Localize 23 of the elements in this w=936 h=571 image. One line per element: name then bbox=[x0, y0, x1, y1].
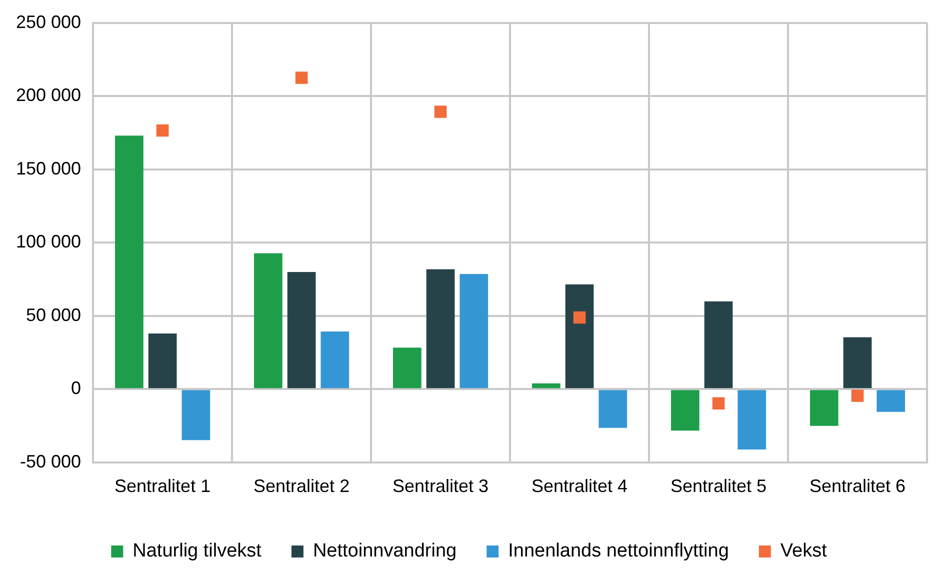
x-tick-label: Sentralitet 5 bbox=[670, 476, 767, 496]
x-tick-label: Sentralitet 6 bbox=[809, 476, 906, 496]
legend-label: Nettoinnvandring bbox=[312, 540, 457, 562]
point bbox=[712, 397, 725, 410]
y-tick-label: 200 000 bbox=[16, 85, 82, 106]
y-tick-label: 100 000 bbox=[16, 232, 82, 252]
legend-label: Naturlig tilvekst bbox=[132, 540, 262, 562]
legend-label: Innenlands nettoinnflytting bbox=[508, 540, 729, 562]
point bbox=[156, 124, 169, 137]
x-tick-label: Sentralitet 1 bbox=[114, 476, 211, 496]
y-tick-label: 250 000 bbox=[16, 12, 82, 32]
y-tick-label: 0 bbox=[71, 378, 82, 398]
x-tick-label: Sentralitet 2 bbox=[254, 476, 350, 496]
x-tick-label: Sentralitet 3 bbox=[392, 476, 489, 496]
x-tick-label: Sentralitet 4 bbox=[531, 476, 628, 496]
legend-label: Vekst bbox=[780, 540, 828, 562]
point bbox=[851, 390, 864, 402]
point bbox=[573, 311, 586, 324]
point bbox=[295, 72, 308, 84]
y-tick-label: 150 000 bbox=[16, 158, 82, 178]
point bbox=[434, 106, 447, 118]
y-tick-label: -50 000 bbox=[20, 451, 82, 472]
y-tick-label: 50 000 bbox=[26, 304, 82, 325]
